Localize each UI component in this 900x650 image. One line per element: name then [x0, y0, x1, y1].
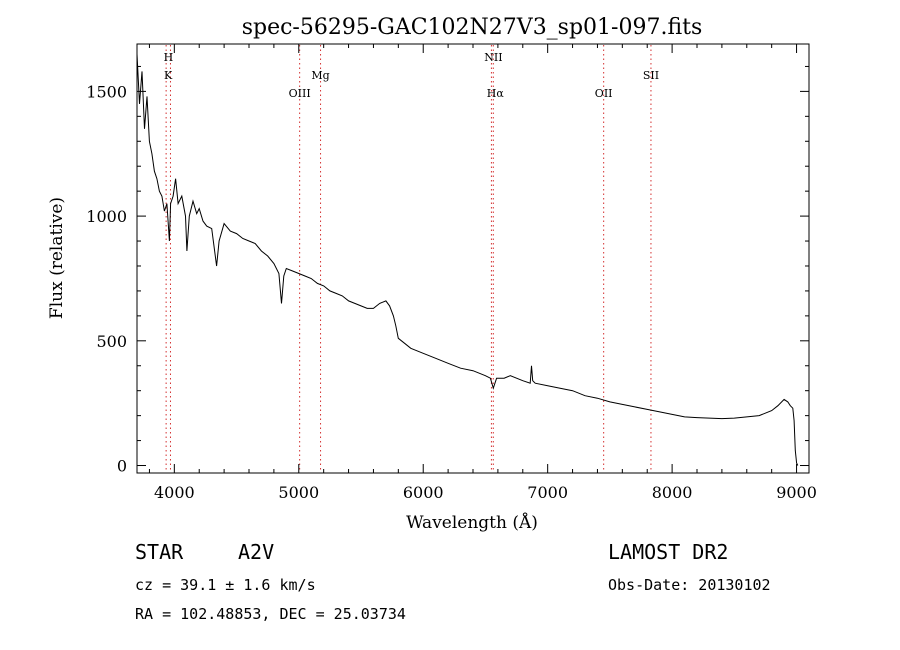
x-tick-label: 4000 — [154, 483, 195, 502]
x-tick-label: 7000 — [527, 483, 568, 502]
line-label-SII: SII — [643, 69, 659, 82]
x-axis-label: Wavelength (Å) — [406, 512, 538, 533]
x-tick-label: 9000 — [776, 483, 817, 502]
y-tick-label: 0 — [117, 457, 127, 476]
x-tick-label: 8000 — [652, 483, 693, 502]
x-tick-label: 5000 — [278, 483, 319, 502]
line-label-Hα: Hα — [487, 87, 505, 100]
object-class: STAR — [135, 540, 184, 564]
y-tick-label: 500 — [96, 332, 127, 351]
line-label-Mg: Mg — [311, 69, 329, 82]
emission-line-markers — [165, 45, 652, 472]
redshift-text: cz = 39.1 ± 1.6 km/s — [135, 576, 316, 594]
line-label-OIII: OIII — [289, 87, 311, 100]
survey-name: LAMOST DR2 — [608, 540, 729, 564]
line-label-K: K — [164, 69, 173, 82]
coordinates-text: RA = 102.48853, DEC = 25.03734 — [135, 605, 406, 623]
chart-title: spec-56295-GAC102N27V3_sp01-097.fits — [242, 15, 703, 40]
line-label-NII: NII — [484, 51, 502, 64]
obs-date-text: Obs-Date: 20130102 — [608, 576, 771, 594]
object-subclass: A2V — [238, 540, 275, 564]
line-label-OII: OII — [595, 87, 613, 100]
y-axis-label: Flux (relative) — [47, 197, 67, 319]
y-tick-label: 1000 — [86, 207, 127, 226]
plot-frame — [136, 43, 810, 474]
y-axis-ticks: 0 500 1000 1500 — [86, 65, 809, 476]
line-label-H: H — [164, 51, 174, 64]
spectrum-line — [136, 53, 799, 466]
x-axis-ticks: 4000 5000 6000 7000 8000 9000 — [148, 44, 817, 502]
x-tick-label: 6000 — [403, 483, 444, 502]
y-tick-label: 1500 — [86, 82, 127, 101]
